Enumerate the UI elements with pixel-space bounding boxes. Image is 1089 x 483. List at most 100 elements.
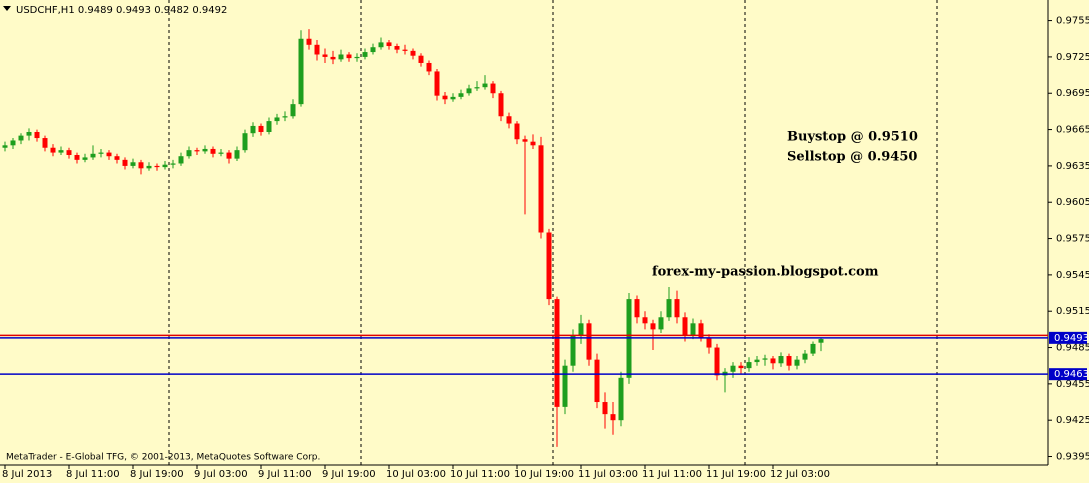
candle-body (658, 317, 664, 330)
candle-body (538, 145, 544, 233)
candle-body (74, 155, 80, 160)
y-tick-label: 0.9545 (1056, 270, 1089, 281)
candle-body (802, 353, 808, 360)
candle-body (818, 339, 824, 343)
candle-body (314, 44, 320, 55)
candle-body (298, 38, 304, 105)
candle-body (362, 52, 368, 57)
candle-body (218, 152, 224, 154)
price-tag (1049, 331, 1087, 344)
x-tick-label: 8 Jul 2013 (2, 469, 52, 480)
candle-body (394, 46, 400, 50)
chart-header: USDCHF,H1 0.9489 0.9493 0.9482 0.9492 (16, 5, 227, 16)
candle-body (594, 359, 600, 403)
candle-body (634, 299, 640, 318)
y-tick-label: 0.9395 (1056, 452, 1089, 463)
candle-body (402, 49, 408, 51)
candle-body (666, 299, 672, 318)
candle-body (746, 362, 752, 369)
x-tick-label: 8 Jul 11:00 (66, 469, 120, 480)
candle-body (482, 83, 488, 88)
candle-body (10, 140, 16, 146)
candle-body (602, 402, 608, 415)
candle-body (682, 317, 688, 336)
candle-body (66, 150, 72, 155)
candle-body (786, 356, 792, 366)
candle-body (762, 358, 768, 360)
candle-body (650, 323, 656, 330)
candle-body (474, 87, 480, 89)
price-tag-label: 0.9493 (1054, 333, 1089, 344)
candle-body (42, 138, 48, 148)
candle-body (690, 323, 696, 336)
candle-body (458, 93, 464, 97)
candle-body (554, 299, 560, 407)
y-tick-label: 0.9425 (1056, 415, 1089, 426)
candle-body (418, 55, 424, 63)
candle-body (778, 356, 784, 364)
x-tick-label: 10 Jul 19:00 (514, 469, 574, 480)
candle-body (674, 299, 680, 318)
candle-body (354, 56, 360, 59)
annotation: forex-my-passion.blogspot.com (652, 265, 879, 280)
candle-body (386, 42, 392, 47)
candle-body (754, 359, 760, 363)
candle-body (466, 88, 472, 94)
candle-body (202, 148, 208, 152)
x-tick-label: 8 Jul 19:00 (130, 469, 184, 480)
candle-body (266, 121, 272, 132)
candle-body (194, 150, 200, 152)
price-tag-label: 0.9463 (1054, 369, 1089, 380)
candle-body (810, 343, 816, 354)
candle-body (282, 116, 288, 118)
candle-body (714, 347, 720, 376)
candle-body (490, 83, 496, 94)
candle-body (434, 71, 440, 96)
menu-triangle (3, 6, 11, 11)
candle-body (146, 165, 152, 169)
candle-body (506, 116, 512, 124)
candle-body (522, 139, 528, 142)
candle-body (378, 42, 384, 48)
x-tick-label: 11 Jul 11:00 (642, 469, 702, 480)
candle-body (514, 123, 520, 140)
candle-body (138, 162, 144, 169)
candle-body (154, 165, 160, 168)
candle-body (642, 317, 648, 324)
y-tick-label: 0.9575 (1056, 234, 1089, 245)
candle-body (122, 159, 128, 166)
candle-body (330, 56, 336, 60)
candle-body (2, 145, 8, 148)
candle-body (442, 95, 448, 100)
x-tick-label: 10 Jul 11:00 (450, 469, 510, 480)
y-tick-label: 0.9605 (1056, 197, 1089, 208)
y-tick-label: 0.9695 (1056, 88, 1089, 99)
candle-body (242, 133, 248, 151)
x-tick-label: 9 Jul 03:00 (194, 469, 248, 480)
y-tick-label: 0.9665 (1056, 125, 1089, 136)
candle-body (586, 323, 592, 360)
x-tick-label: 11 Jul 03:00 (578, 469, 638, 480)
candle-body (770, 358, 776, 364)
candle-body (106, 152, 112, 157)
candle-body (98, 152, 104, 154)
candle-body (530, 141, 536, 146)
x-tick-label: 9 Jul 11:00 (258, 469, 312, 480)
candle-body (570, 335, 576, 366)
candle-body (34, 131, 40, 139)
candle-body (82, 157, 88, 160)
y-tick-label: 0.9485 (1056, 343, 1089, 354)
candle-body (178, 156, 184, 164)
candle-body (130, 162, 136, 166)
candle-body (234, 150, 240, 159)
candle-body (794, 359, 800, 366)
candle-body (562, 365, 568, 407)
candle-body (450, 96, 456, 100)
candle-body (274, 117, 280, 122)
footer: MetaTrader - E-Global TFG, © 2001-2013, … (6, 453, 320, 463)
candle-body (498, 93, 504, 117)
candle-body (162, 164, 168, 168)
candle-body (306, 38, 312, 45)
